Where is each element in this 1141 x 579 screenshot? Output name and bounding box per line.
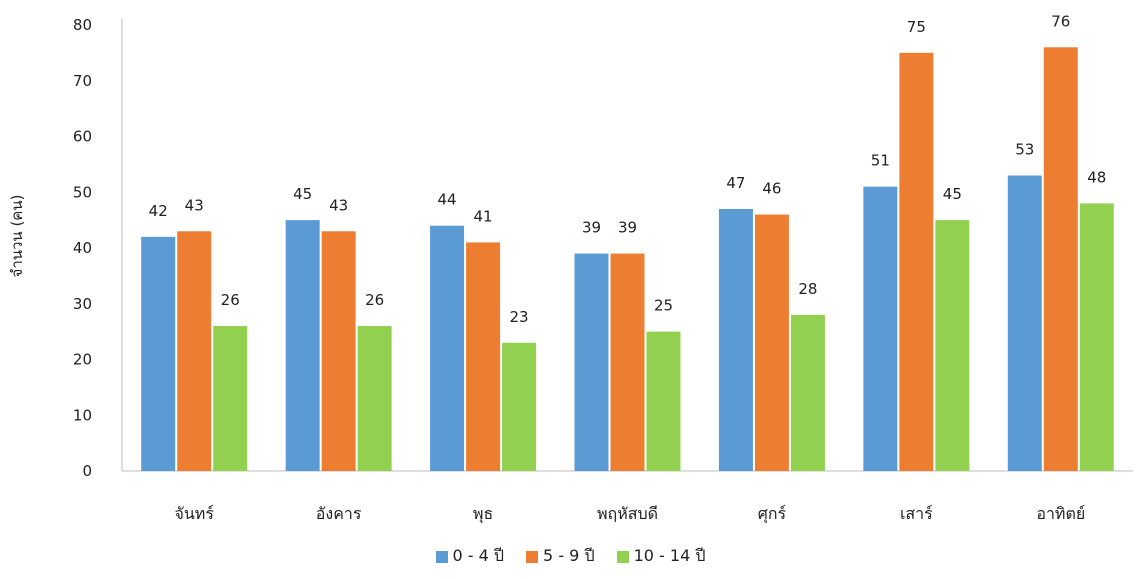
data-label: 51 [871, 152, 890, 170]
legend-swatch [435, 550, 448, 563]
data-labels: 42 43 26 45 43 26 44 41 23 39 39 25 47 46 28 51 75 45 53 76… [149, 12, 1107, 325]
y-axis-label: จำนวน (คน) [8, 195, 26, 278]
x-tick-label: พฤหัสบดี [597, 504, 658, 523]
legend-item: 10 - 14 ปี [616, 544, 706, 569]
data-label: 25 [654, 297, 673, 315]
bar [1007, 175, 1042, 471]
x-tick-label: เสาร์ [900, 504, 933, 523]
legend-item: 0 - 4 ปี [435, 544, 505, 569]
data-label: 43 [329, 196, 348, 214]
data-label: 48 [1087, 168, 1106, 186]
data-label: 53 [1015, 141, 1034, 159]
bar [899, 52, 934, 471]
data-label: 45 [943, 185, 962, 203]
y-tick-label: 30 [73, 295, 92, 313]
bars [141, 47, 1114, 472]
x-tick-label: ศุกร์ [758, 504, 787, 524]
bar [863, 186, 898, 472]
bar [177, 231, 212, 471]
x-tick-label: จันทร์ [174, 504, 214, 523]
data-label: 26 [221, 291, 240, 309]
bar [466, 242, 501, 471]
data-label: 44 [438, 191, 457, 209]
legend-swatch [616, 550, 629, 563]
data-label: 41 [474, 207, 493, 225]
x-tick-label: พุธ [473, 504, 493, 524]
y-tick-label: 80 [73, 16, 92, 34]
data-label: 26 [365, 291, 384, 309]
data-label: 42 [149, 202, 168, 220]
y-tick-label: 20 [73, 351, 92, 369]
x-axis: จันทร์ อังคาร พุธ พฤหัสบดี ศุกร์ เสาร์ อาทิตย์ [122, 470, 1133, 524]
bar [357, 326, 392, 471]
bar [574, 253, 609, 471]
data-label: 28 [798, 280, 817, 298]
x-tick-label: อังคาร [316, 504, 362, 523]
bar [321, 231, 356, 471]
bar [935, 220, 970, 471]
data-label: 39 [582, 219, 601, 237]
bar [646, 331, 681, 471]
bar [718, 208, 753, 471]
x-tick-label: อาทิตย์ [1036, 504, 1085, 523]
data-label: 23 [510, 308, 529, 326]
data-label: 43 [185, 196, 204, 214]
data-label: 45 [293, 185, 312, 203]
legend-item: 5 - 9 ปี [526, 544, 595, 569]
legend-label: 10 - 14 ปี [633, 546, 706, 565]
legend-label: 0 - 4 ปี [452, 546, 505, 565]
bar [610, 253, 645, 471]
bar [1043, 47, 1078, 472]
y-tick-label: 50 [73, 183, 92, 201]
y-tick-label: 70 [73, 72, 92, 90]
data-label: 39 [618, 219, 637, 237]
bar [213, 326, 248, 471]
bar [502, 342, 537, 471]
bar [141, 236, 176, 471]
y-axis: 0 10 20 30 40 50 60 70 80 [73, 16, 123, 480]
data-label: 76 [1051, 12, 1070, 30]
y-tick-label: 0 [82, 462, 92, 480]
bar [754, 214, 789, 472]
y-tick-label: 60 [73, 128, 92, 146]
bar [430, 225, 465, 471]
data-label: 47 [726, 174, 745, 192]
data-label: 46 [762, 180, 781, 198]
bar [285, 220, 320, 471]
legend: 0 - 4 ปี 5 - 9 ปี 10 - 14 ปี [0, 544, 1141, 569]
bar [1079, 203, 1114, 471]
legend-label: 5 - 9 ปี [543, 546, 595, 565]
y-tick-label: 10 [73, 406, 92, 424]
legend-swatch [526, 550, 539, 563]
y-tick-label: 40 [73, 239, 92, 257]
data-label: 75 [907, 18, 926, 36]
bar [790, 314, 825, 471]
